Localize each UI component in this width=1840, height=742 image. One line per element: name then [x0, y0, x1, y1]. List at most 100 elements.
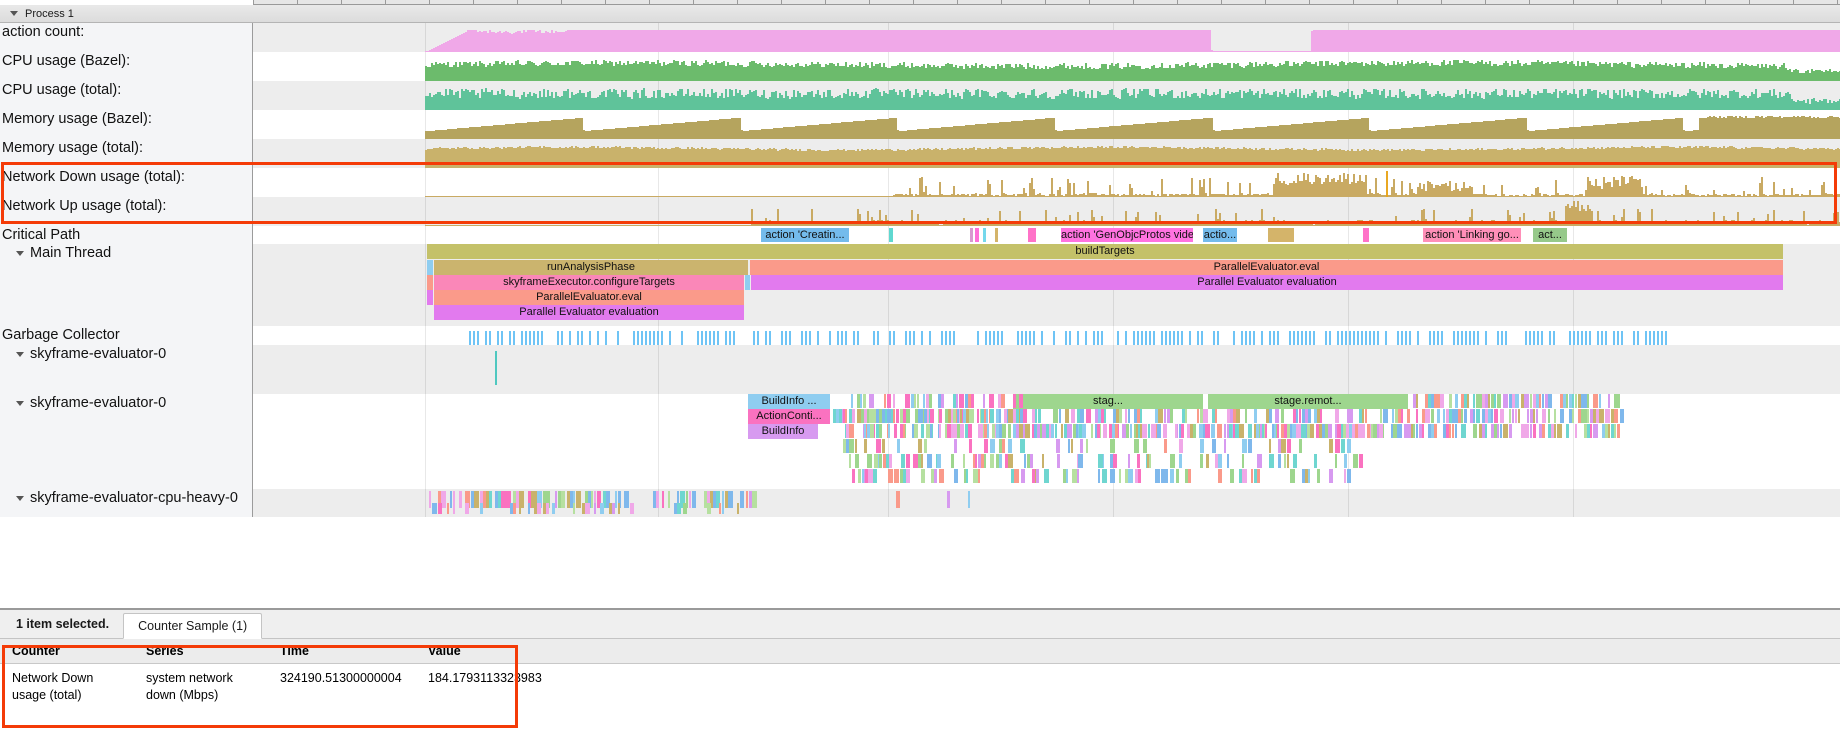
trace-slice[interactable] [1485, 409, 1488, 423]
trace-slice[interactable] [1001, 424, 1006, 438]
trace-slice[interactable] [969, 439, 972, 453]
trace-slice[interactable] [1479, 394, 1484, 408]
trace-slice[interactable] [1335, 409, 1339, 423]
trace-slice[interactable] [900, 424, 903, 438]
trace-slice[interactable] [1352, 424, 1357, 438]
trace-slice[interactable] [999, 424, 1002, 438]
trace-slice[interactable] [1479, 424, 1484, 438]
trace-slice[interactable] [1458, 409, 1463, 423]
trace-slice[interactable] [1524, 424, 1529, 438]
trace-slice[interactable] [1305, 469, 1309, 483]
trace-slice[interactable] [851, 394, 853, 408]
trace-slice[interactable] [1170, 469, 1174, 483]
trace-slice[interactable] [887, 394, 891, 408]
trace-slice[interactable] [990, 409, 994, 423]
trace-slice[interactable] [1590, 424, 1592, 438]
trace-slice[interactable] [894, 424, 897, 438]
trace-slice[interactable] [1046, 424, 1051, 438]
trace-slice[interactable] [1578, 409, 1581, 423]
trace-slice[interactable] [968, 491, 970, 508]
trace-slice[interactable] [710, 491, 713, 508]
trace-slice[interactable] [939, 409, 942, 423]
trace-slice[interactable] [582, 503, 585, 514]
trace-slice[interactable] [1080, 409, 1084, 423]
trace-slice[interactable] [1554, 424, 1556, 438]
trace-slice[interactable] [1482, 394, 1487, 408]
trace-slice[interactable] [1542, 394, 1544, 408]
trace-slice[interactable] [1320, 409, 1322, 423]
trace-slice[interactable] [1059, 409, 1061, 423]
trace-slice[interactable] [662, 491, 664, 508]
trace-slice[interactable] [843, 439, 846, 453]
trace-slice[interactable] [1125, 409, 1127, 423]
track-lane[interactable] [253, 489, 1840, 517]
trace-slice[interactable] [1023, 409, 1027, 423]
trace-slice[interactable] [891, 409, 893, 423]
trace-slice[interactable] [1359, 409, 1363, 423]
trace-slice[interactable] [1104, 409, 1106, 423]
trace-slice[interactable] [1344, 469, 1346, 483]
trace-slice[interactable] [668, 491, 670, 508]
trace-slice[interactable] [1503, 424, 1508, 438]
trace-slice[interactable] [465, 503, 469, 514]
trace-slice[interactable] [1620, 409, 1624, 423]
trace-slice[interactable] [677, 503, 681, 514]
trace-slice[interactable] [960, 424, 964, 438]
process-header[interactable]: Process 1 [0, 5, 1840, 23]
trace-slice[interactable] [1124, 424, 1126, 438]
trace-slice[interactable] [1413, 424, 1415, 438]
trace-slice[interactable] [1164, 469, 1168, 483]
trace-slice[interactable] [612, 503, 615, 514]
trace-slice[interactable] [1461, 424, 1466, 438]
trace-slice[interactable] [1494, 394, 1496, 408]
trace-slice[interactable] [953, 409, 956, 423]
trace-slice[interactable] [1008, 424, 1011, 438]
trace-slice[interactable] [1602, 424, 1605, 438]
trace-slice[interactable] [471, 491, 476, 508]
trace-slice[interactable] [576, 491, 579, 508]
trace-slice[interactable] [1536, 394, 1541, 408]
trace-slice[interactable] [1128, 454, 1130, 468]
trace-slice[interactable] [1179, 454, 1182, 468]
trace-slice[interactable] [570, 491, 574, 508]
trace-slice[interactable] [921, 424, 924, 438]
trace-slice[interactable] [1014, 469, 1019, 483]
trace-slice[interactable] [1614, 424, 1616, 438]
trace-slice[interactable] [1095, 409, 1099, 423]
trace-slice[interactable] [1491, 409, 1493, 423]
trace-slice[interactable] [1024, 454, 1026, 468]
trace-slice[interactable] [1109, 424, 1114, 438]
trace-slice[interactable] [579, 491, 581, 508]
trace-slice[interactable] [1494, 409, 1498, 423]
trace-slice[interactable] [903, 424, 905, 438]
trace-slice[interactable] [1002, 439, 1005, 453]
trace-slice[interactable] [465, 491, 470, 508]
trace-slice[interactable] [1128, 469, 1133, 483]
trace-slice[interactable] [594, 503, 596, 514]
trace-slice[interactable] [1119, 469, 1121, 483]
trace-slice[interactable] [999, 439, 1002, 453]
trace-slice[interactable] [914, 424, 918, 438]
trace-slice[interactable] [438, 491, 443, 508]
trace-slice[interactable] [954, 424, 959, 438]
track-label-memory-usage-total[interactable]: Memory usage (total): [0, 139, 253, 168]
trace-slice[interactable] [1262, 424, 1264, 438]
triangle-down-icon[interactable] [16, 496, 24, 501]
trace-slice[interactable] [1027, 454, 1030, 468]
critical-path-slice[interactable]: actio... [1203, 228, 1237, 242]
trace-slice[interactable] [1605, 409, 1610, 423]
trace-slice[interactable] [998, 394, 1003, 408]
trace-slice[interactable] [1455, 409, 1458, 423]
trace-slice[interactable] [1431, 394, 1436, 408]
trace-slice[interactable] [990, 439, 995, 453]
trace-slice[interactable] [1491, 394, 1495, 408]
trace-slice[interactable] [719, 503, 721, 514]
trace-slice[interactable] [915, 409, 920, 423]
trace-slice[interactable] [1371, 424, 1373, 438]
trace-slice[interactable] [1128, 409, 1130, 423]
trace-slice[interactable] [1518, 409, 1520, 423]
track-label-main-thread[interactable]: Main Thread [0, 244, 253, 326]
trace-slice[interactable] [1347, 469, 1351, 483]
trace-slice[interactable] [504, 491, 507, 508]
trace-slice[interactable] [1056, 439, 1060, 453]
